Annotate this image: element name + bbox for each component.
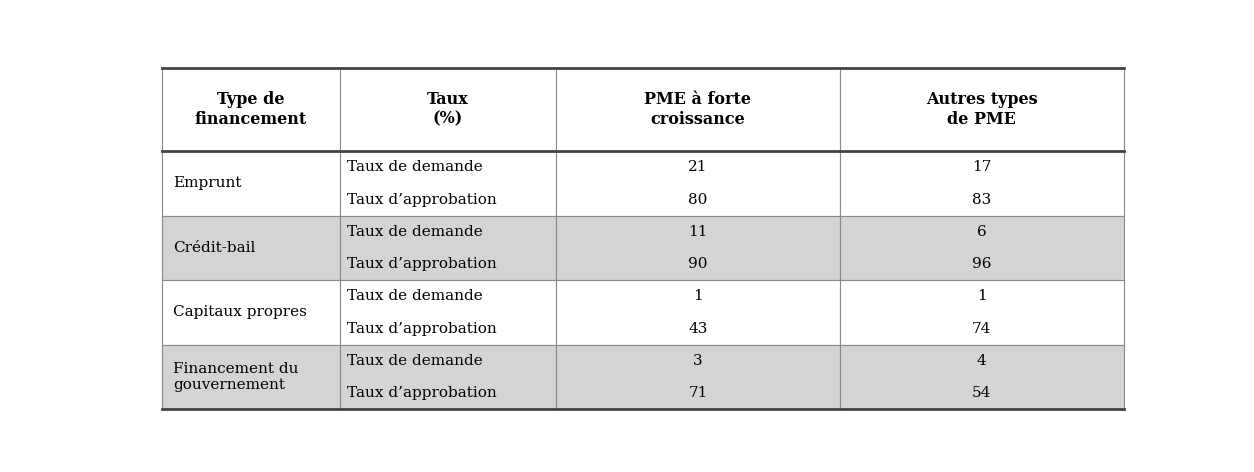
Bar (840, 345, 1124, 409)
Text: Capitaux propres: Capitaux propres (173, 305, 307, 320)
Text: Type de
financement: Type de financement (194, 91, 307, 128)
Text: Taux de demande: Taux de demande (347, 354, 483, 368)
Text: Taux d’approbation: Taux d’approbation (347, 386, 497, 400)
Text: Emprunt: Emprunt (173, 177, 242, 191)
Text: 4: 4 (977, 354, 987, 368)
Text: 3: 3 (693, 354, 702, 368)
Text: 80: 80 (688, 193, 707, 207)
Text: Taux d’approbation: Taux d’approbation (347, 193, 497, 207)
Text: 1: 1 (977, 289, 987, 303)
Bar (162, 216, 340, 280)
Text: 83: 83 (972, 193, 992, 207)
Bar (340, 345, 556, 409)
Bar (556, 67, 840, 151)
Bar (340, 216, 556, 280)
Text: 11: 11 (688, 225, 707, 239)
Text: 96: 96 (972, 257, 992, 271)
Bar (840, 151, 1124, 216)
Bar (840, 67, 1124, 151)
Text: 54: 54 (972, 386, 992, 400)
Text: Autres types
de PME: Autres types de PME (925, 91, 1037, 128)
Text: 71: 71 (688, 386, 707, 400)
Bar (556, 151, 840, 216)
Text: Taux
(%): Taux (%) (426, 91, 469, 128)
Bar (162, 151, 340, 216)
Bar (840, 280, 1124, 345)
Text: PME à forte
croissance: PME à forte croissance (645, 91, 751, 128)
Bar (556, 280, 840, 345)
Text: Crédit-bail: Crédit-bail (173, 241, 256, 255)
Text: Taux de demande: Taux de demande (347, 225, 483, 239)
Bar (340, 151, 556, 216)
Text: 21: 21 (688, 160, 707, 174)
Text: 1: 1 (693, 289, 703, 303)
Text: Taux de demande: Taux de demande (347, 289, 483, 303)
Bar (340, 67, 556, 151)
Text: Taux d’approbation: Taux d’approbation (347, 321, 497, 336)
Text: Financement du
gouvernement: Financement du gouvernement (173, 362, 298, 392)
Bar (162, 345, 340, 409)
Text: Taux de demande: Taux de demande (347, 160, 483, 174)
Text: 74: 74 (972, 321, 992, 336)
Bar (162, 67, 340, 151)
Text: 17: 17 (972, 160, 992, 174)
Text: Taux d’approbation: Taux d’approbation (347, 257, 497, 271)
Bar (556, 216, 840, 280)
Text: 43: 43 (688, 321, 707, 336)
Text: 90: 90 (688, 257, 707, 271)
Bar (840, 216, 1124, 280)
Text: 6: 6 (977, 225, 987, 239)
Bar (162, 280, 340, 345)
Bar (340, 280, 556, 345)
Bar (556, 345, 840, 409)
